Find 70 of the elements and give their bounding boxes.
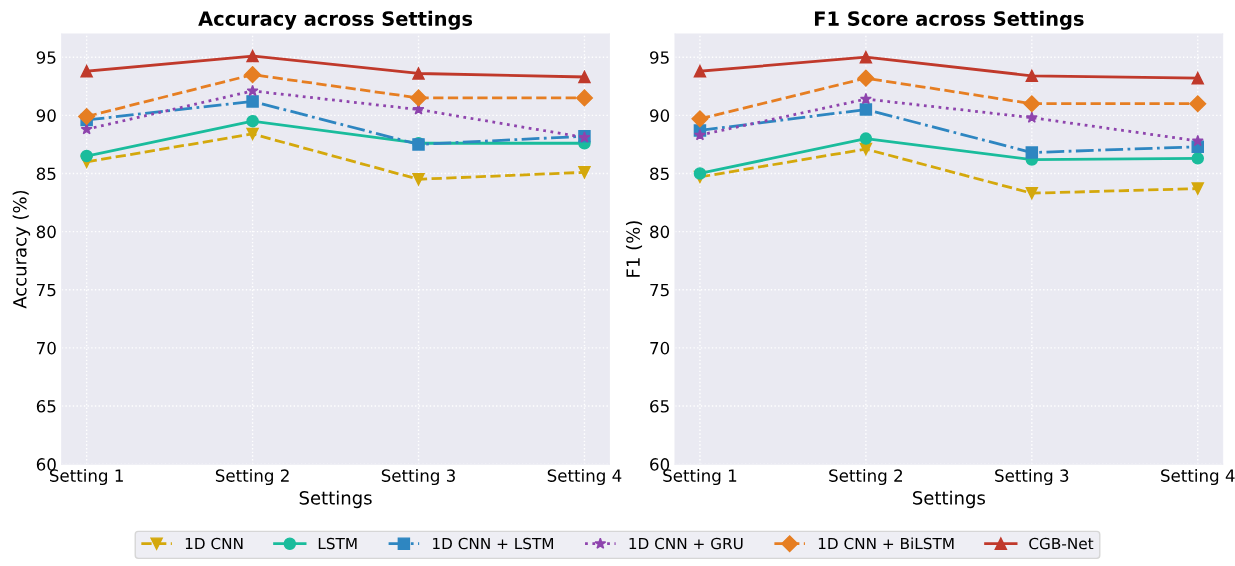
- y-tick-label: 75: [650, 283, 669, 297]
- y-tick-label: 90: [36, 109, 56, 122]
- y-tick-label: 85: [36, 167, 56, 181]
- x-tick-label: Setting 2: [215, 468, 289, 486]
- point: [575, 89, 594, 107]
- point: [578, 166, 591, 179]
- point: [246, 95, 259, 108]
- x-tick-label: Setting 3: [381, 468, 455, 486]
- y-tick-label: 90: [650, 109, 670, 122]
- point: [1191, 134, 1204, 147]
- point: [1189, 95, 1207, 113]
- y-tick-label: 80: [36, 225, 56, 239]
- point: [857, 69, 875, 87]
- point: [1023, 95, 1041, 113]
- y-tick-label: 80: [650, 225, 670, 239]
- point: [244, 66, 262, 84]
- x-axis-title: Settings: [299, 490, 372, 509]
- x-tick-label: Setting 4: [1161, 468, 1235, 486]
- legend-label: 1D CNN + BiLSTM: [818, 537, 954, 550]
- point: [578, 70, 591, 84]
- x-tick-label: Setting 3: [995, 468, 1069, 486]
- x-axis-title: Settings: [913, 490, 985, 509]
- point: [1025, 111, 1038, 123]
- y-tick-label: 65: [650, 399, 669, 413]
- y-tick-label: 60: [36, 458, 56, 471]
- legend-label: CGB-Net: [1029, 537, 1094, 550]
- point: [691, 110, 709, 128]
- point: [693, 128, 706, 141]
- chart-title: F1 Score across Settings: [814, 10, 1084, 30]
- point: [1025, 69, 1039, 83]
- legend-label: 1D CNN + LSTM: [433, 537, 553, 550]
- point: [80, 123, 93, 135]
- x-tick-label: Setting 2: [829, 468, 902, 486]
- y-axis-title: F1 (%): [625, 221, 643, 277]
- chart-title: Accuracy across Settings: [198, 10, 473, 30]
- point: [409, 89, 428, 107]
- point: [1191, 71, 1205, 85]
- point: [246, 84, 259, 97]
- y-tick-label: 95: [650, 51, 669, 64]
- y-tick-label: 70: [37, 341, 56, 355]
- point: [80, 149, 93, 163]
- point: [246, 49, 259, 63]
- point: [80, 64, 93, 78]
- legend-label: LSTM: [318, 537, 357, 550]
- y-tick-label: 85: [650, 167, 669, 181]
- y-tick-label: 95: [36, 51, 56, 64]
- y-tick-label: 75: [37, 283, 56, 297]
- point: [1191, 182, 1205, 195]
- point: [693, 167, 707, 180]
- point: [859, 132, 873, 145]
- point: [412, 173, 425, 186]
- x-tick-label: Setting 4: [547, 468, 622, 486]
- y-tick-label: 60: [650, 458, 670, 471]
- point: [78, 107, 96, 126]
- point: [859, 103, 873, 116]
- point: [859, 92, 872, 105]
- point: [1025, 186, 1039, 200]
- y-tick-label: 65: [36, 399, 56, 413]
- point: [1025, 146, 1039, 159]
- point: [859, 50, 873, 64]
- x-tick-label: Setting 1: [663, 468, 737, 486]
- point: [246, 127, 259, 141]
- y-axis-title: Accuracy (%): [12, 190, 31, 309]
- point: [412, 67, 425, 80]
- legend-label: 1D CNN + GRU: [629, 537, 743, 550]
- legend-label: 1D CNN: [185, 537, 243, 550]
- point: [246, 114, 259, 128]
- point: [693, 64, 707, 78]
- point: [1191, 152, 1205, 165]
- y-tick-label: 70: [650, 341, 670, 355]
